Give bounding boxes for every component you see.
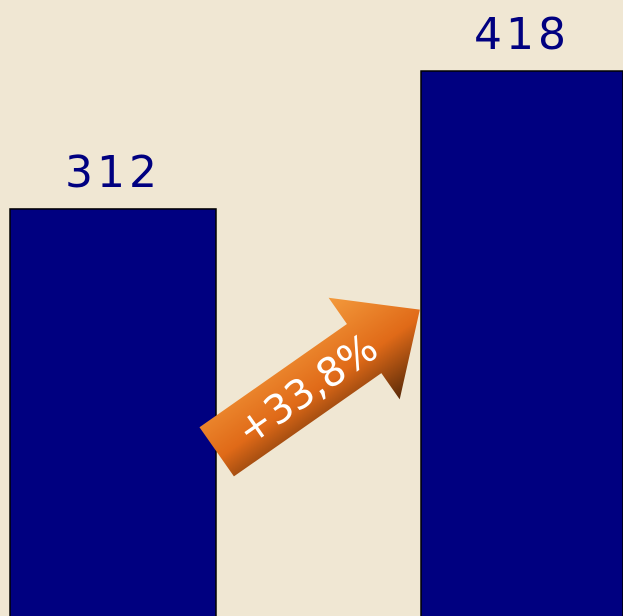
bar-value-label-1: 312 <box>65 147 161 198</box>
growth-annotation: +33,8% <box>228 325 386 455</box>
growth-arrow-shape <box>199 297 420 477</box>
bar-2 <box>420 70 623 616</box>
bar-1 <box>9 208 217 616</box>
data-labels-group: 312 418 <box>65 9 570 198</box>
bars-group <box>9 70 623 616</box>
growth-arrow: +33,8% <box>199 297 420 477</box>
bar-value-label-2: 418 <box>474 9 570 60</box>
